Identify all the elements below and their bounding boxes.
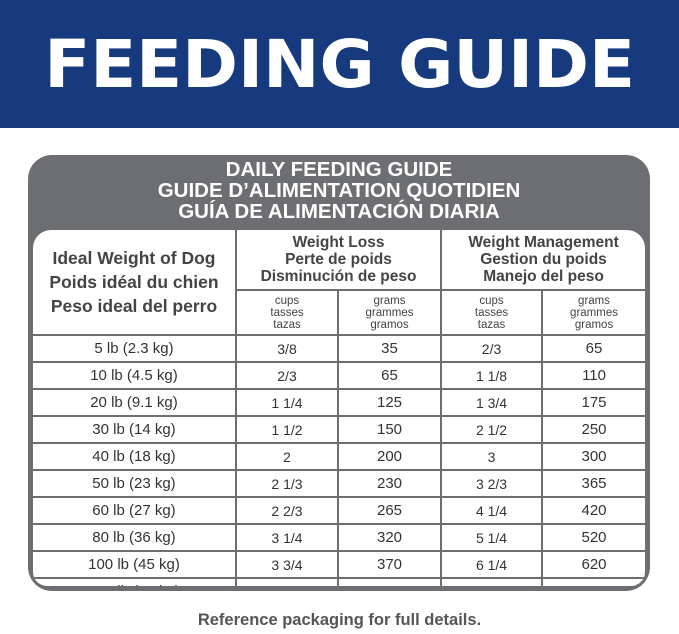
- weight-loss-grams-cell: 230: [336, 469, 443, 498]
- banner: FEEDING GUIDE: [0, 0, 679, 128]
- weight-loss-grams-cell: 320: [336, 523, 443, 552]
- unit-label: tazas: [273, 318, 301, 331]
- dog-weight-cell: 80 lb (36 kg): [33, 523, 237, 552]
- weight-loss-grams-cell: 265: [336, 496, 443, 525]
- dog-weight-cell: 60 lb (27 kg): [33, 496, 237, 525]
- weight-loss-header: Weight Loss Perte de poids Disminución d…: [234, 230, 443, 291]
- unit-label: tasses: [270, 306, 304, 319]
- weight-management-cups-cell: 6 1/4: [440, 550, 544, 579]
- footer-note: Reference packaging for full details.: [197, 611, 482, 629]
- grams-unit-header: grams grammes gramos: [336, 289, 443, 336]
- weight-management-grams-cell: 175: [541, 388, 645, 417]
- unit-label: cups: [274, 294, 300, 307]
- weight-loss-cups-cell: 4 1/2: [235, 577, 339, 586]
- table-row: 60 lb (27 kg) 2 2/3 265 4 1/4 420: [33, 496, 645, 525]
- guide-titles: DAILY FEEDING GUIDE GUIDE D’ALIMENTATION…: [28, 159, 650, 222]
- guide-title-fr: GUIDE D’ALIMENTATION QUOTIDIEN: [157, 179, 521, 202]
- dog-weight-cell: 50 lb (23 kg): [33, 469, 237, 498]
- unit-label: tasses: [474, 306, 509, 319]
- weight-management-grams-cell: 365: [541, 469, 645, 498]
- weight-loss-cups-cell: 3 1/4: [235, 523, 339, 552]
- weight-loss-grams-cell: 150: [336, 415, 443, 444]
- weight-management-grams-cell: 250: [541, 415, 645, 444]
- header-line: Gestion du poids: [480, 251, 607, 268]
- weight-loss-grams-cell: 370: [336, 550, 443, 579]
- header-line: Perte de poids: [285, 251, 392, 268]
- table-row: 40 lb (18 kg) 2 200 3 300: [33, 442, 645, 471]
- banner-title: FEEDING GUIDE: [44, 25, 635, 103]
- table-row: 50 lb (23 kg) 2 1/3 230 3 2/3 365: [33, 469, 645, 498]
- unit-label: cups: [479, 294, 504, 307]
- header-line: Peso ideal del perro: [50, 296, 218, 316]
- weight-loss-grams-cell: 445: [336, 577, 443, 586]
- cups-unit-header: cups tasses tazas: [236, 289, 339, 336]
- unit-label: grammes: [570, 306, 618, 319]
- header-line: Disminución de peso: [260, 268, 417, 285]
- guide-title-en: DAILY FEEDING GUIDE: [225, 158, 453, 181]
- weight-loss-grams-cell: 35: [336, 334, 443, 363]
- dog-weight-cell: 40 lb (18 kg): [33, 442, 237, 471]
- weight-management-grams-cell: 695: [541, 577, 645, 586]
- header-line: Manejo del peso: [483, 268, 604, 285]
- weight-management-grams-cell: 65: [541, 334, 645, 363]
- header-line: Ideal Weight of Dog: [52, 248, 216, 268]
- table-row: 5 lb (2.3 kg) 3/8 35 2/3 65: [33, 334, 645, 363]
- weight-loss-cups-cell: 2 1/3: [235, 469, 339, 498]
- weight-management-cups-cell: 5 1/4: [440, 523, 544, 552]
- unit-label: grams: [373, 294, 406, 307]
- weight-loss-grams-cell: 125: [336, 388, 443, 417]
- weight-management-cups-cell: 2 1/2: [440, 415, 544, 444]
- weight-loss-cups-cell: 1 1/4: [235, 388, 339, 417]
- table-row: 100 lb (45 kg) 3 3/4 370 6 1/4 620: [33, 550, 645, 579]
- weight-management-cups-cell: 1 1/8: [440, 361, 544, 390]
- feeding-table-container: Ideal Weight of Dog Poids idéal du chien…: [33, 230, 645, 586]
- unit-label: gramos: [574, 318, 614, 331]
- header-line: Weight Management: [468, 234, 619, 251]
- table-row: 20 lb (9.1 kg) 1 1/4 125 1 3/4 175: [33, 388, 645, 417]
- unit-label: grams: [578, 294, 610, 307]
- guide-title-es: GUÍA DE ALIMENTACIÓN DIARIA: [178, 200, 500, 223]
- weight-management-grams-cell: 110: [541, 361, 645, 390]
- weight-loss-cups-cell: 3/8: [235, 334, 339, 363]
- weight-management-grams-cell: 300: [541, 442, 645, 471]
- feeding-guide-panel: DAILY FEEDING GUIDE GUIDE D’ALIMENTATION…: [28, 155, 650, 591]
- weight-loss-cups-cell: 2/3: [235, 361, 339, 390]
- unit-label: tazas: [477, 318, 506, 331]
- weight-loss-cups-cell: 1 1/2: [235, 415, 339, 444]
- weight-management-cups-cell: 3: [440, 442, 544, 471]
- unit-header-row: cups tasses tazas grams grammes gramos cups tas…: [33, 289, 645, 336]
- weight-loss-cups-cell: 2 2/3: [235, 496, 339, 525]
- dog-weight-cell: 5 lb (2.3 kg): [33, 334, 237, 363]
- dog-weight-cell: 30 lb (14 kg): [33, 415, 237, 444]
- weight-management-cups-cell: 3 2/3: [440, 469, 544, 498]
- weight-loss-grams-cell: 200: [336, 442, 443, 471]
- weight-management-header: Weight Management Gestion du poids Manej…: [440, 230, 645, 291]
- unit-label: gramos: [370, 318, 409, 331]
- weight-management-grams-cell: 520: [541, 523, 645, 552]
- feeding-table: Ideal Weight of Dog Poids idéal du chien…: [33, 230, 645, 586]
- weight-management-cups-cell: 2/3: [440, 334, 544, 363]
- weight-management-grams-cell: 620: [541, 550, 645, 579]
- table-row: 10 lb (4.5 kg) 2/3 65 1 1/8 110: [33, 361, 645, 390]
- weight-loss-grams-cell: 65: [336, 361, 443, 390]
- table-row: 80 lb (36 kg) 3 1/4 320 5 1/4 520: [33, 523, 645, 552]
- dog-weight-cell: 100 lb (45 kg): [33, 550, 237, 579]
- header-line: Weight Loss: [292, 234, 385, 251]
- weight-management-grams-cell: 420: [541, 496, 645, 525]
- grams-unit-header: grams grammes gramos: [541, 289, 645, 336]
- weight-loss-cups-cell: 2: [235, 442, 339, 471]
- dog-weight-cell: 120 lb (54 kg): [33, 577, 237, 586]
- weight-management-cups-cell: 1 3/4: [440, 388, 544, 417]
- header-line: Poids idéal du chien: [49, 272, 219, 292]
- weight-management-cups-cell: 4 1/4: [440, 496, 544, 525]
- weight-loss-cups-cell: 3 3/4: [235, 550, 339, 579]
- cups-unit-header: cups tasses tazas: [440, 289, 544, 336]
- unit-label: grammes: [365, 306, 414, 319]
- weight-column-header: Ideal Weight of Dog Poids idéal du chien…: [33, 230, 237, 336]
- dog-weight-cell: 10 lb (4.5 kg): [33, 361, 237, 390]
- weight-management-cups-cell: 7: [440, 577, 544, 586]
- dog-weight-cell: 20 lb (9.1 kg): [33, 388, 237, 417]
- table-row: 120 lb (54 kg)4 1/24457695: [33, 577, 645, 586]
- table-row: 30 lb (14 kg) 1 1/2 150 2 1/2 250: [33, 415, 645, 444]
